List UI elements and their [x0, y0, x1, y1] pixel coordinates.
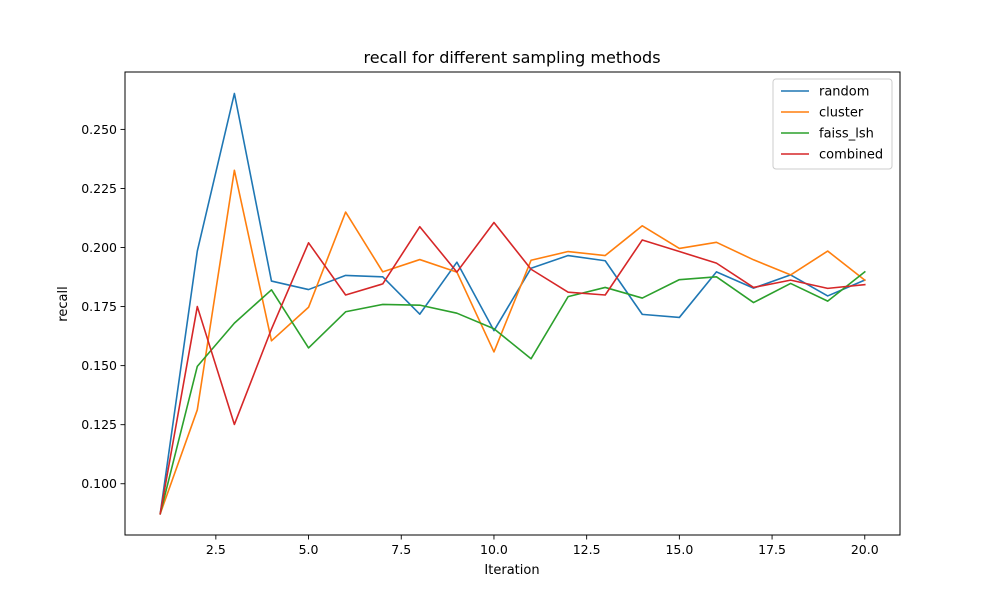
x-tick-label: 5.0 — [299, 542, 319, 557]
x-tick-label: 20.0 — [851, 542, 879, 557]
x-tick-label: 15.0 — [665, 542, 693, 557]
series-line-faiss-lsh — [159, 270, 866, 515]
legend-label-cluster: cluster — [819, 106, 864, 121]
series-lines — [159, 92, 866, 515]
x-tick-label: 17.5 — [758, 542, 786, 557]
legend-label-random: random — [819, 85, 869, 100]
y-tick-label: 0.100 — [81, 476, 117, 491]
y-axis-label: recall — [56, 286, 71, 321]
plot-frame — [124, 71, 901, 536]
y-axis: 0.100 0.125 0.150 0.175 0.200 0.225 0.250 — [81, 122, 125, 491]
x-tick-label: 10.0 — [480, 542, 508, 557]
x-axis-label: Iteration — [484, 563, 539, 578]
x-axis: 2.5 5.0 7.5 10.0 12.5 15.0 17.5 20.0 — [206, 535, 879, 557]
series-line-random — [159, 92, 866, 515]
y-tick-label: 0.175 — [81, 299, 117, 314]
legend-label-combined: combined — [819, 148, 883, 163]
x-tick-label: 2.5 — [206, 542, 226, 557]
legend-label-faiss-lsh: faiss_lsh — [819, 127, 874, 142]
series-line-combined — [159, 221, 866, 515]
y-tick-label: 0.150 — [81, 358, 117, 373]
y-tick-label: 0.250 — [81, 122, 117, 137]
chart-title: recall for different sampling methods — [363, 48, 660, 67]
x-tick-label: 7.5 — [391, 542, 411, 557]
y-tick-label: 0.200 — [81, 240, 117, 255]
legend: random cluster faiss_lsh combined — [772, 78, 893, 170]
legend-box — [772, 78, 893, 170]
x-tick-label: 12.5 — [573, 542, 601, 557]
y-tick-label: 0.225 — [81, 181, 117, 196]
y-tick-label: 0.125 — [81, 417, 117, 432]
series-line-cluster — [159, 169, 866, 515]
